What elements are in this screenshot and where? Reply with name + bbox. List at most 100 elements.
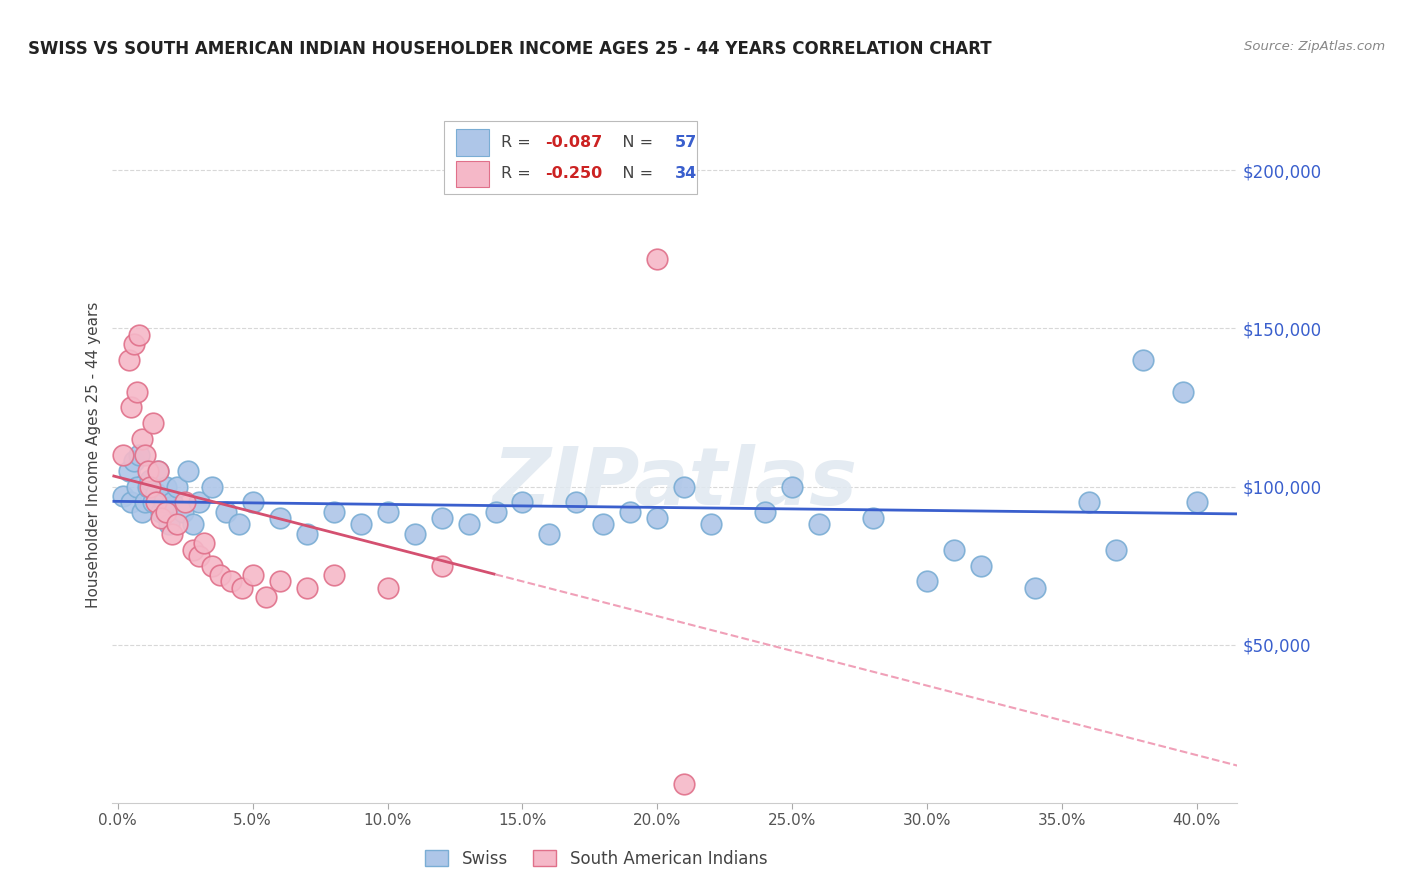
Point bbox=[915, 574, 938, 589]
Point bbox=[1077, 495, 1099, 509]
Text: N =: N = bbox=[607, 166, 658, 181]
Point bbox=[160, 495, 183, 509]
Point bbox=[1185, 495, 1208, 509]
Point bbox=[269, 511, 291, 525]
Point bbox=[201, 558, 224, 573]
Point bbox=[647, 252, 669, 266]
Point bbox=[112, 448, 135, 462]
Point bbox=[538, 527, 561, 541]
Point bbox=[172, 505, 194, 519]
Point bbox=[134, 448, 156, 462]
Point bbox=[122, 337, 145, 351]
Point bbox=[142, 495, 165, 509]
Point bbox=[160, 527, 183, 541]
Point bbox=[1132, 353, 1154, 368]
Point bbox=[155, 505, 177, 519]
Point bbox=[142, 417, 165, 431]
Point bbox=[322, 568, 344, 582]
Point bbox=[1105, 542, 1128, 557]
Point bbox=[122, 454, 145, 468]
Point bbox=[183, 542, 205, 557]
Point bbox=[1024, 581, 1046, 595]
Point bbox=[457, 517, 479, 532]
Point bbox=[430, 558, 453, 573]
Text: 57: 57 bbox=[675, 135, 697, 150]
Bar bbox=[456, 161, 489, 187]
Point bbox=[148, 464, 170, 478]
Text: 34: 34 bbox=[675, 166, 697, 181]
Point bbox=[228, 517, 250, 532]
Point bbox=[943, 542, 966, 557]
Text: R =: R = bbox=[501, 135, 536, 150]
Text: Source: ZipAtlas.com: Source: ZipAtlas.com bbox=[1244, 40, 1385, 54]
Point bbox=[322, 505, 344, 519]
Point bbox=[242, 568, 264, 582]
Point bbox=[295, 527, 318, 541]
Point bbox=[136, 464, 159, 478]
Point bbox=[183, 517, 205, 532]
Point bbox=[754, 505, 776, 519]
Point bbox=[131, 505, 153, 519]
Point bbox=[131, 432, 153, 446]
Point bbox=[128, 448, 150, 462]
Point bbox=[177, 464, 200, 478]
Point bbox=[430, 511, 453, 525]
Point bbox=[808, 517, 831, 532]
Point bbox=[700, 517, 723, 532]
Point bbox=[150, 511, 173, 525]
Bar bbox=[444, 121, 697, 194]
Point bbox=[118, 464, 141, 478]
Point bbox=[349, 517, 371, 532]
Point bbox=[862, 511, 884, 525]
Point bbox=[187, 495, 209, 509]
Text: N =: N = bbox=[607, 135, 658, 150]
Point bbox=[148, 464, 170, 478]
Bar bbox=[456, 129, 489, 156]
Point bbox=[193, 536, 215, 550]
Point bbox=[619, 505, 641, 519]
Point bbox=[673, 479, 696, 493]
Point bbox=[295, 581, 318, 595]
Point bbox=[139, 479, 162, 493]
Point bbox=[166, 479, 188, 493]
Point bbox=[157, 517, 180, 532]
Text: R =: R = bbox=[501, 166, 536, 181]
Point bbox=[145, 486, 167, 500]
Point bbox=[120, 495, 142, 509]
Point bbox=[484, 505, 506, 519]
Point bbox=[269, 574, 291, 589]
Point bbox=[155, 479, 177, 493]
Point bbox=[647, 511, 669, 525]
Point bbox=[187, 549, 209, 563]
Y-axis label: Householder Income Ages 25 - 44 years: Householder Income Ages 25 - 44 years bbox=[86, 301, 101, 608]
Point bbox=[139, 473, 162, 487]
Point bbox=[136, 479, 159, 493]
Text: -0.087: -0.087 bbox=[546, 135, 603, 150]
Text: -0.250: -0.250 bbox=[546, 166, 603, 181]
Point bbox=[125, 384, 148, 399]
Point bbox=[231, 581, 253, 595]
Point bbox=[209, 568, 232, 582]
Point bbox=[174, 495, 197, 509]
Legend: Swiss, South American Indians: Swiss, South American Indians bbox=[419, 843, 773, 874]
Point bbox=[219, 574, 242, 589]
Point bbox=[565, 495, 588, 509]
Point bbox=[592, 517, 614, 532]
Text: ZIPatlas: ZIPatlas bbox=[492, 443, 858, 522]
Point bbox=[152, 495, 174, 509]
Point bbox=[242, 495, 264, 509]
Point bbox=[150, 505, 173, 519]
Point bbox=[128, 327, 150, 342]
Point bbox=[673, 777, 696, 791]
Text: SWISS VS SOUTH AMERICAN INDIAN HOUSEHOLDER INCOME AGES 25 - 44 YEARS CORRELATION: SWISS VS SOUTH AMERICAN INDIAN HOUSEHOLD… bbox=[28, 40, 991, 58]
Point bbox=[118, 353, 141, 368]
Point bbox=[377, 505, 399, 519]
Point bbox=[145, 495, 167, 509]
Point bbox=[512, 495, 534, 509]
Point bbox=[780, 479, 803, 493]
Point bbox=[1173, 384, 1195, 399]
Point bbox=[404, 527, 426, 541]
Point bbox=[134, 495, 156, 509]
Point bbox=[215, 505, 238, 519]
Point bbox=[125, 479, 148, 493]
